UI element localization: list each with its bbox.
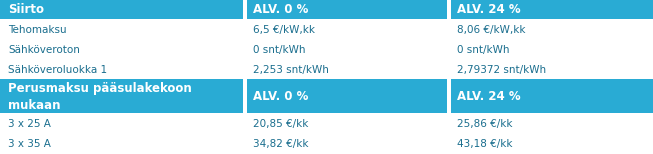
Bar	[447, 60, 451, 79]
Bar	[0, 20, 245, 40]
Bar	[0, 79, 245, 114]
Text: Perusmaksu pääsulakekoon
mukaan: Perusmaksu pääsulakekoon mukaan	[8, 82, 192, 112]
Bar	[449, 39, 653, 40]
Bar	[245, 20, 449, 40]
Text: 2,79372 snt/kWh: 2,79372 snt/kWh	[458, 65, 547, 75]
Bar	[243, 0, 247, 20]
Bar	[245, 113, 449, 114]
Bar	[0, 133, 245, 134]
Bar	[449, 40, 653, 60]
Text: 34,82 €/kk: 34,82 €/kk	[253, 139, 309, 149]
Bar	[449, 20, 653, 40]
Bar	[449, 59, 653, 60]
Text: ALV. 24 %: ALV. 24 %	[458, 3, 521, 16]
Bar	[449, 0, 653, 20]
Text: 43,18 €/kk: 43,18 €/kk	[458, 139, 513, 149]
Bar	[0, 113, 245, 114]
Bar	[447, 79, 451, 114]
Bar	[243, 114, 247, 134]
Bar	[449, 79, 653, 114]
Bar	[0, 0, 245, 20]
Bar	[245, 40, 449, 60]
Text: ALV. 0 %: ALV. 0 %	[253, 90, 309, 103]
Bar	[449, 113, 653, 114]
Bar	[447, 0, 451, 20]
Bar	[449, 19, 653, 20]
Text: 3 x 25 A: 3 x 25 A	[8, 119, 52, 129]
Text: 0 snt/kWh: 0 snt/kWh	[253, 45, 306, 55]
Bar	[447, 20, 451, 40]
Text: Siirto: Siirto	[8, 3, 44, 16]
Bar	[0, 134, 245, 154]
Bar	[245, 19, 449, 20]
Bar	[447, 114, 451, 134]
Text: 0 snt/kWh: 0 snt/kWh	[458, 45, 510, 55]
Bar	[447, 40, 451, 60]
Bar	[0, 19, 245, 20]
Bar	[449, 114, 653, 134]
Bar	[449, 133, 653, 134]
Bar	[0, 39, 245, 40]
Bar	[245, 133, 449, 134]
Bar	[0, 60, 245, 79]
Text: ALV. 24 %: ALV. 24 %	[458, 90, 521, 103]
Text: 3 x 35 A: 3 x 35 A	[8, 139, 52, 149]
Text: ALV. 0 %: ALV. 0 %	[253, 3, 309, 16]
Bar	[245, 79, 449, 114]
Bar	[243, 40, 247, 60]
Text: 20,85 €/kk: 20,85 €/kk	[253, 119, 309, 129]
Bar	[245, 134, 449, 154]
Bar	[243, 20, 247, 40]
Bar	[243, 134, 247, 154]
Bar	[245, 39, 449, 40]
Text: 8,06 €/kW,kk: 8,06 €/kW,kk	[458, 25, 526, 35]
Bar	[0, 114, 245, 134]
Bar	[447, 134, 451, 154]
Text: 6,5 €/kW,kk: 6,5 €/kW,kk	[253, 25, 315, 35]
Text: Tehomaksu: Tehomaksu	[8, 25, 67, 35]
Bar	[245, 0, 449, 20]
Bar	[245, 114, 449, 134]
Bar	[449, 134, 653, 154]
Bar	[449, 60, 653, 79]
Bar	[245, 59, 449, 60]
Bar	[243, 60, 247, 79]
Bar	[243, 79, 247, 114]
Bar	[245, 60, 449, 79]
Text: Sähköveroton: Sähköveroton	[8, 45, 80, 55]
Bar	[0, 40, 245, 60]
Text: 25,86 €/kk: 25,86 €/kk	[458, 119, 513, 129]
Text: Sähköveroluokka 1: Sähköveroluokka 1	[8, 65, 108, 75]
Text: 2,253 snt/kWh: 2,253 snt/kWh	[253, 65, 329, 75]
Bar	[0, 59, 245, 60]
